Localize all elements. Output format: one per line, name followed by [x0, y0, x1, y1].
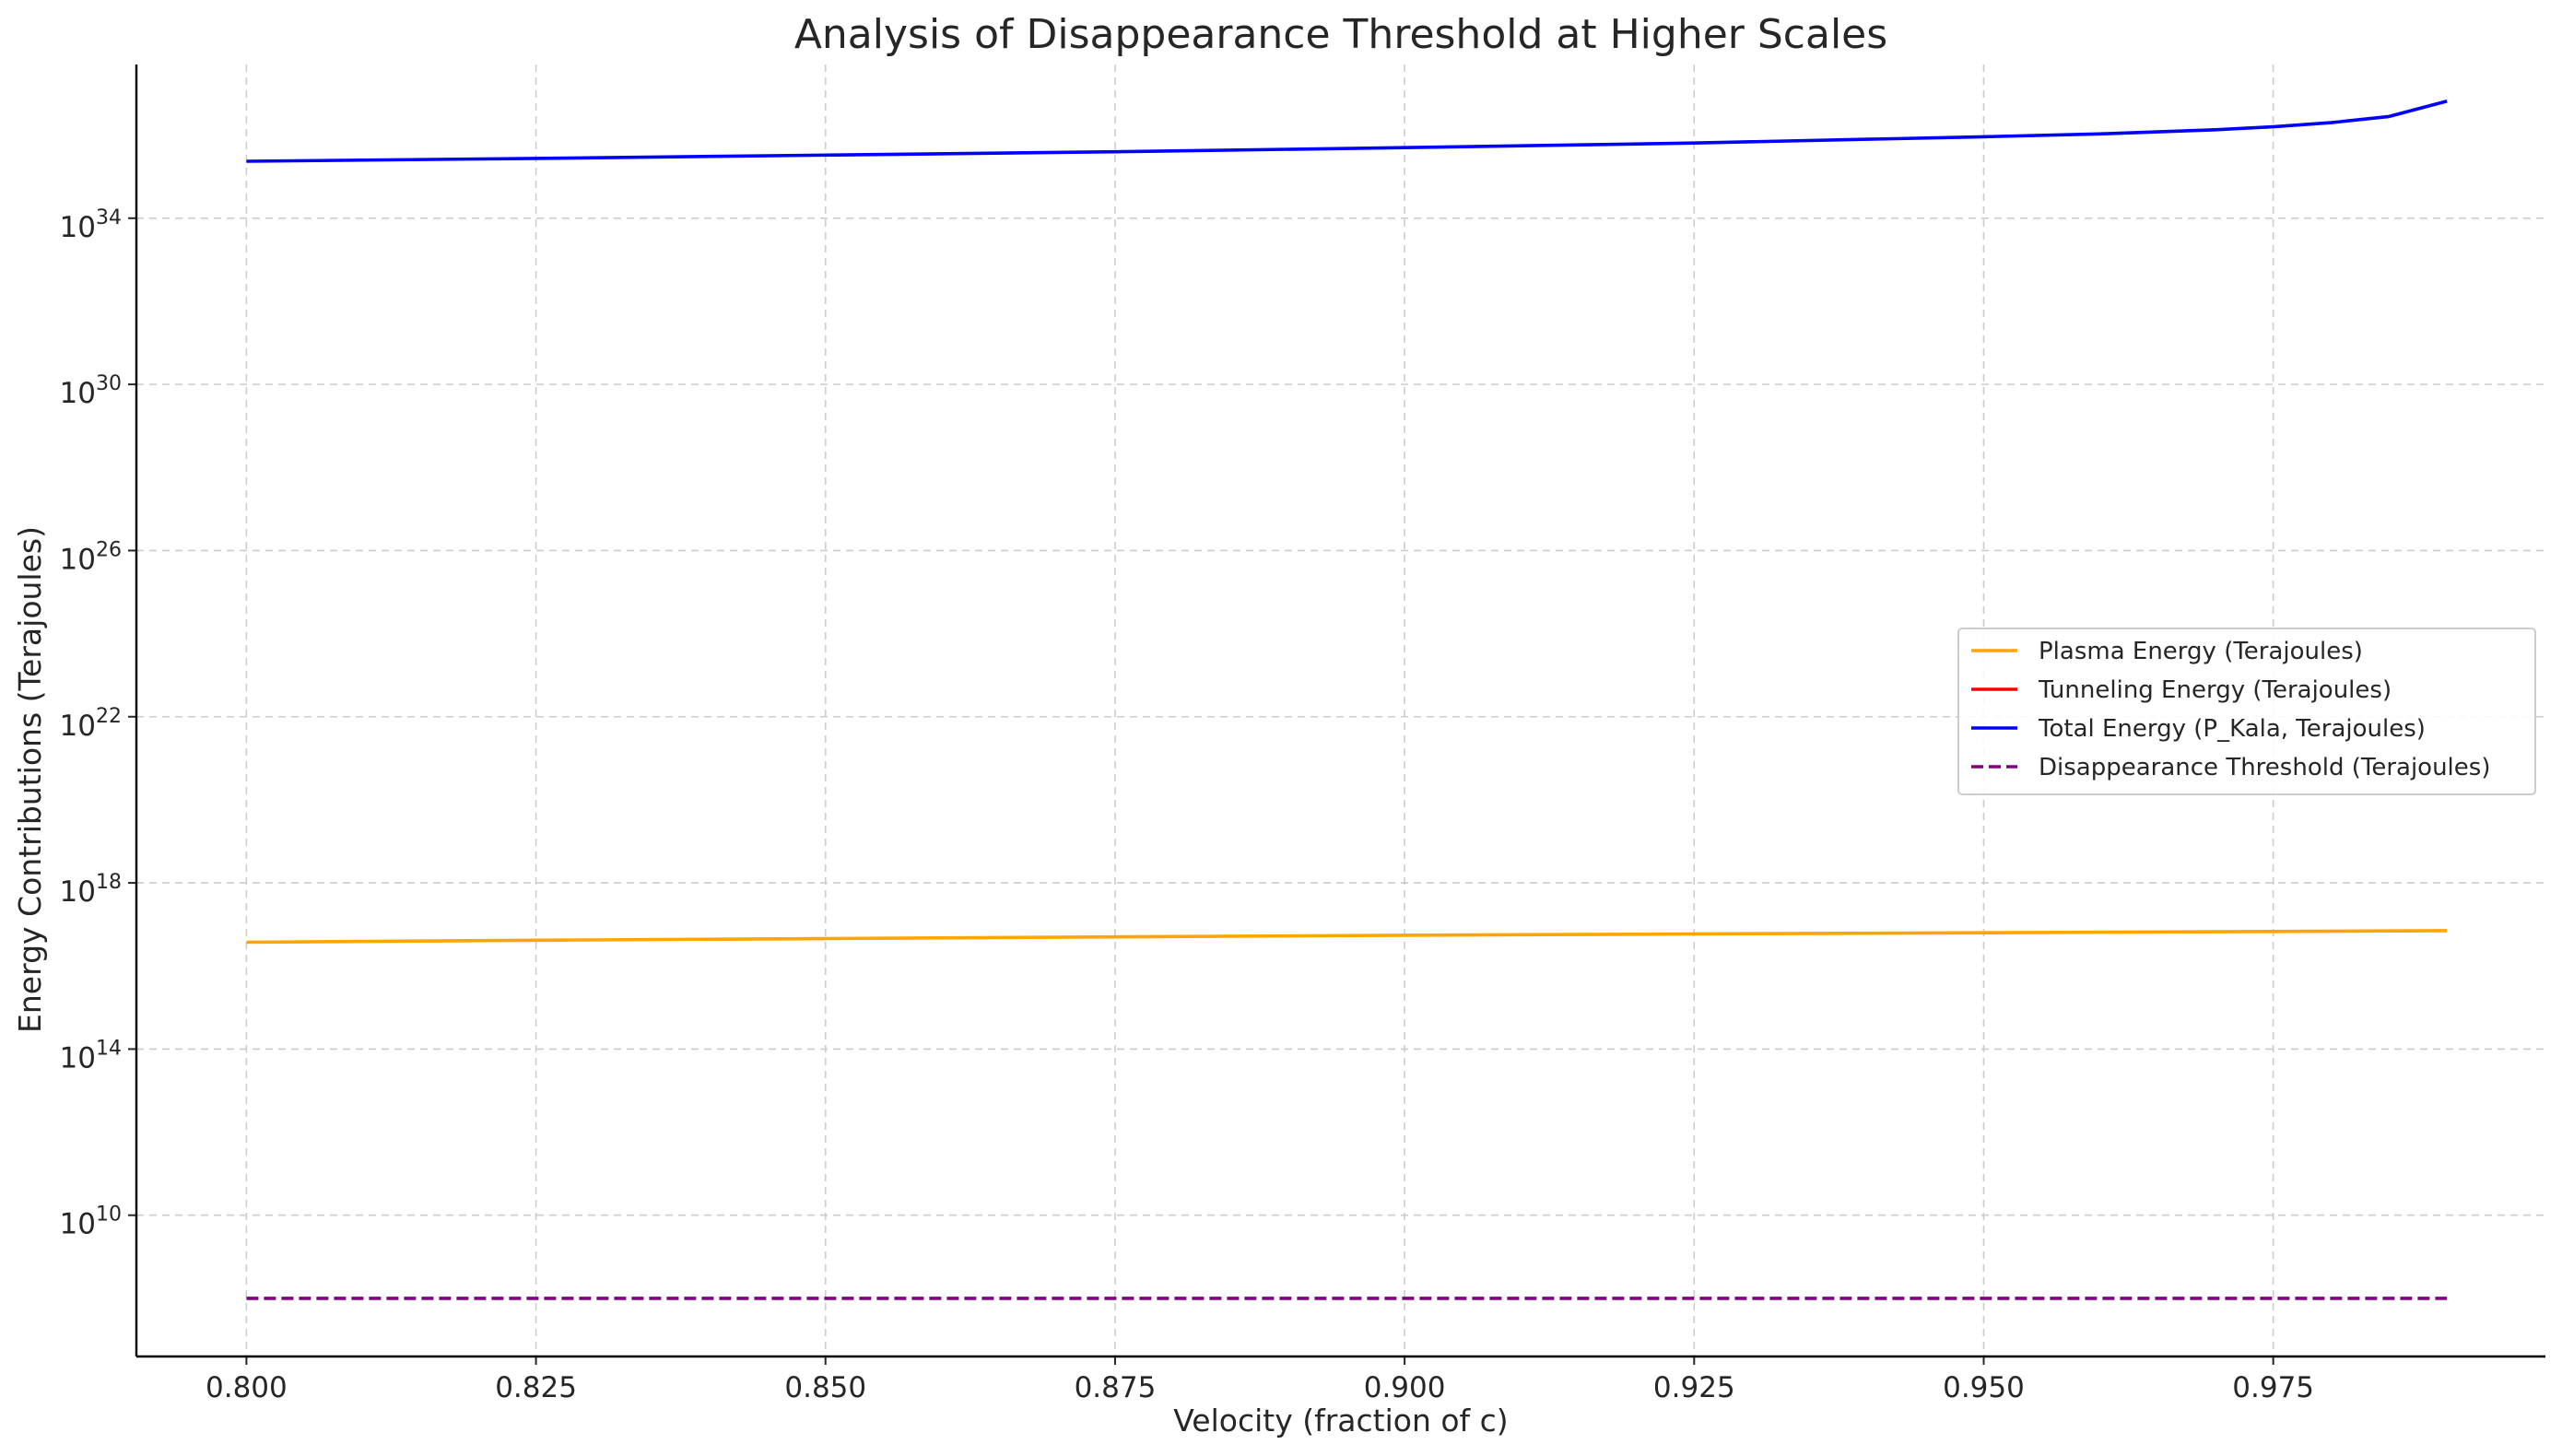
y-tick-base: 10: [60, 377, 96, 410]
x-tick-label: 0.925: [1653, 1371, 1735, 1404]
x-tick-label: 0.975: [2232, 1371, 2314, 1404]
y-axis-label: Energy Contributions (Terajoules): [12, 526, 48, 1033]
y-tick-label: 1034: [60, 206, 122, 244]
x-tick-label: 0.800: [206, 1371, 288, 1404]
x-axis-label: Velocity (fraction of c): [1173, 1403, 1508, 1438]
x-tick-label: 0.950: [1943, 1371, 2025, 1404]
x-tick-label: 0.900: [1364, 1371, 1446, 1404]
grid: [136, 65, 2545, 1356]
y-tick-base: 10: [60, 1208, 96, 1241]
y-tick-label: 1022: [60, 705, 122, 743]
legend: Plasma Energy (Terajoules) Tunneling Ener…: [1957, 628, 2536, 795]
legend-entry-1: Tunneling Energy (Terajoules): [2038, 676, 2392, 704]
legend-entry-3: Disappearance Threshold (Terajoules): [2039, 754, 2490, 781]
y-tick-label: 1010: [60, 1204, 122, 1241]
x-tick-label: 0.850: [784, 1371, 866, 1404]
y-tick-exponent: 18: [96, 871, 122, 894]
x-tick-label: 0.875: [1075, 1371, 1157, 1404]
y-tick-exponent: 26: [96, 538, 122, 561]
axes: [128, 65, 2545, 1365]
y-tick-exponent: 34: [96, 206, 122, 229]
series-line-2: [246, 99, 2448, 163]
y-tick-exponent: 14: [96, 1037, 122, 1060]
y-tick-label: 1014: [60, 1037, 122, 1074]
y-tick-base: 10: [60, 543, 96, 576]
y-tick-exponent: 30: [96, 372, 122, 395]
y-tick-base: 10: [60, 710, 96, 743]
y-tick-exponent: 22: [96, 705, 122, 728]
legend-entry-0: Plasma Energy (Terajoules): [2039, 638, 2363, 665]
legend-entry-2: Total Energy (P_Kala, Terajoules): [2038, 715, 2426, 743]
y-tick-base: 10: [60, 875, 96, 909]
legend-box: [1957, 628, 2536, 795]
chart-title: Analysis of Disappearance Threshold at H…: [794, 11, 1887, 58]
series-lines: [246, 99, 2448, 1300]
y-tick-label: 1026: [60, 538, 122, 576]
y-tick-exponent: 10: [96, 1204, 122, 1227]
y-tick-label: 1030: [60, 372, 122, 410]
y-tick-base: 10: [60, 1041, 96, 1074]
y-tick-base: 10: [60, 211, 96, 244]
tick-labels: 0.800 0.825 0.850 0.875 0.900 0.925 0.950 0.975…: [60, 206, 2314, 1404]
y-tick-label: 1018: [60, 871, 122, 909]
series-line-0: [246, 929, 2448, 945]
x-tick-label: 0.825: [495, 1371, 577, 1404]
